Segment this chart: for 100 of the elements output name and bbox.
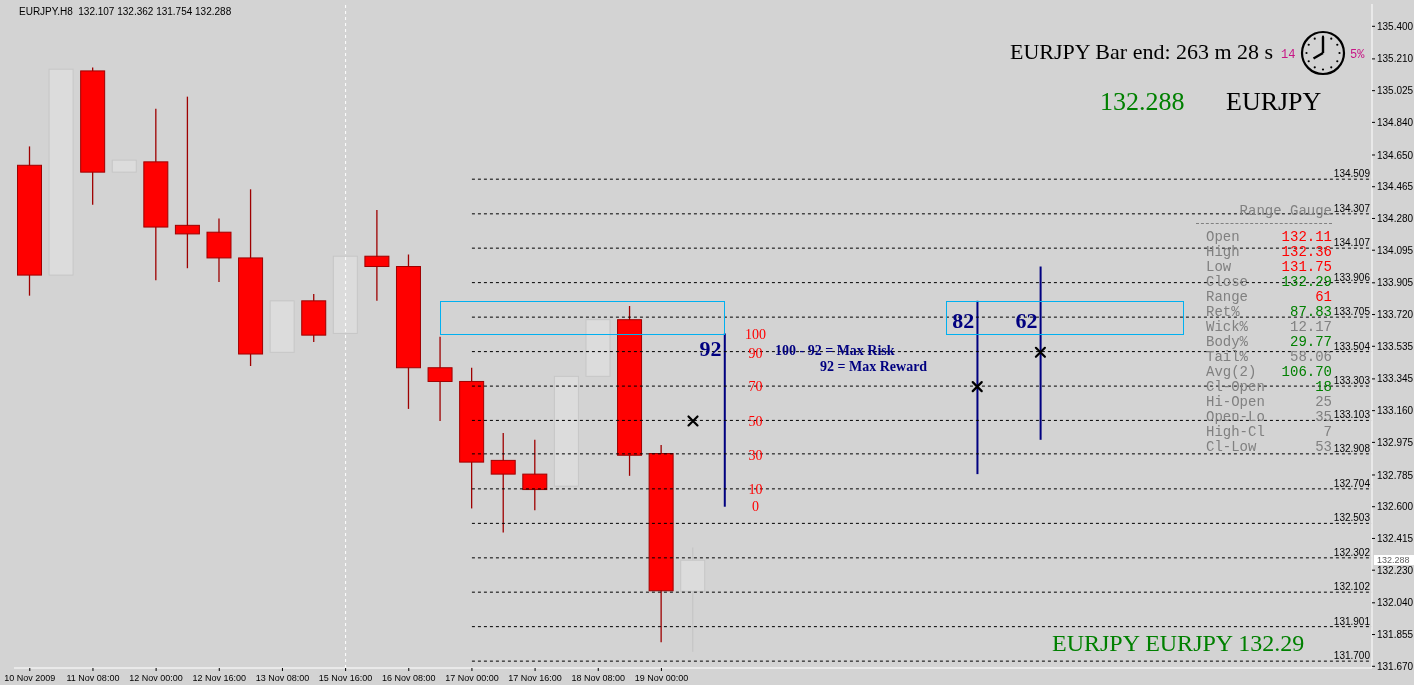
- annotation: 100: [745, 326, 767, 342]
- bar: [723, 333, 726, 507]
- y-tick-label: 135.210: [1377, 53, 1414, 65]
- x-tick-label: 10 Nov 2009: [4, 672, 56, 683]
- category-label: Body%: [1206, 334, 1249, 350]
- bar: [976, 300, 979, 475]
- x-tick-label: 17 Nov 00:00: [445, 672, 499, 683]
- y-tick-label: 132.040: [1377, 597, 1414, 609]
- category-label: Open: [1206, 229, 1240, 245]
- annotation: 92 = Max Reward: [820, 358, 928, 374]
- annotation: 62: [1015, 308, 1038, 333]
- x-tick-label: 19 Nov 00:00: [634, 672, 689, 683]
- annotation: 0: [752, 498, 760, 514]
- text: 131.75: [1281, 259, 1332, 275]
- text: Range Gauge: [1239, 203, 1332, 219]
- point: [687, 415, 699, 427]
- text: 25: [1315, 394, 1332, 410]
- ref-line-label: 132.102: [1333, 581, 1371, 593]
- x-tick-label: 12 Nov 16:00: [192, 672, 247, 683]
- x-tick-label: 13 Nov 08:00: [255, 672, 310, 683]
- y-tick-label: 131.670: [1377, 660, 1414, 672]
- ref-line-label: 133.705: [1333, 306, 1371, 318]
- chart-title: EURJPY.H8 132.107 132.362 131.754 132.288: [19, 6, 232, 17]
- y-tick-label: 133.720: [1377, 309, 1414, 321]
- x-tick-label: 15 Nov 16:00: [318, 672, 373, 683]
- y-tick-label: 132.975: [1377, 436, 1414, 448]
- x-tick-label: 18 Nov 08:00: [571, 672, 626, 683]
- category-label: Cl-Low: [1206, 439, 1257, 455]
- text: 53: [1315, 439, 1332, 455]
- y-tick-label: 133.905: [1377, 277, 1414, 289]
- y-tick-label: 133.535: [1377, 340, 1414, 352]
- text: 132.288: [1377, 555, 1410, 565]
- ref-line-label: 132.503: [1333, 512, 1371, 524]
- ref-line-label: 133.504: [1333, 340, 1371, 352]
- y-tick-label: 135.400: [1377, 20, 1414, 32]
- y-tick-label: 132.230: [1377, 564, 1414, 576]
- point: [1034, 346, 1046, 358]
- text: 132.36: [1281, 244, 1332, 260]
- y-tick-label: 134.650: [1377, 149, 1414, 161]
- x-tick-label: 17 Nov 16:00: [508, 672, 562, 683]
- x-tick-label: 16 Nov 08:00: [381, 672, 436, 683]
- annotation: 92: [699, 336, 722, 361]
- y-tick-label: 134.465: [1377, 181, 1414, 193]
- ref-line-label: 134.509: [1333, 168, 1371, 180]
- ref-line-label: 131.901: [1333, 615, 1371, 627]
- text: 12.17: [1289, 319, 1332, 335]
- annotation: 10: [748, 481, 763, 497]
- category-label: Tail%: [1206, 349, 1249, 365]
- category-label: Wick%: [1206, 319, 1249, 335]
- candlestick: [490, 432, 516, 534]
- category-label: Hi-Open: [1206, 394, 1265, 410]
- y-tick-label: 133.160: [1377, 405, 1414, 417]
- ref-line-label: 133.906: [1333, 271, 1371, 283]
- annotation: 82: [952, 308, 975, 333]
- x-tick-label: 11 Nov 08:00: [66, 672, 120, 683]
- ref-line-label: 133.303: [1333, 375, 1371, 387]
- y-tick-label: 134.840: [1377, 116, 1414, 128]
- x-tick-label: 12 Nov 00:00: [129, 672, 183, 683]
- annotation: 70: [748, 378, 763, 394]
- text: 87.83: [1289, 304, 1332, 320]
- y-tick-label: 132.600: [1377, 501, 1414, 513]
- ref-line-label: 131.700: [1333, 650, 1371, 662]
- y-tick-label: 132.785: [1377, 469, 1414, 481]
- category-label: High: [1206, 244, 1240, 260]
- text: 35: [1315, 409, 1332, 425]
- text: 132.11: [1281, 229, 1332, 245]
- category-label: Low: [1206, 259, 1232, 275]
- category-label: Close: [1206, 274, 1249, 290]
- text: 7: [1323, 424, 1332, 440]
- text: 18: [1315, 379, 1332, 395]
- text: 61: [1315, 289, 1332, 305]
- ref-line-label: 134.107: [1333, 237, 1371, 249]
- annotation: 100 - 92 = Max Risk: [775, 342, 895, 358]
- y-tick-label: 135.025: [1377, 85, 1414, 97]
- y-tick-label: 134.280: [1377, 213, 1414, 225]
- ref-line-label: 133.103: [1333, 409, 1371, 421]
- candlestick: [364, 209, 390, 302]
- point: [971, 381, 983, 393]
- ref-line-label: 134.307: [1333, 202, 1371, 214]
- y-tick-label: 132.415: [1377, 533, 1414, 545]
- ref-line-label: 132.908: [1333, 442, 1371, 454]
- annotation: 50: [748, 413, 763, 429]
- category-label: Avg(2): [1206, 364, 1257, 380]
- category-label: Cl-Open: [1206, 379, 1265, 395]
- candlestick: [427, 336, 453, 422]
- bar: [1039, 266, 1042, 440]
- annotation: EURJPY EURJPY 132.29: [1052, 630, 1305, 656]
- candlestick: [522, 439, 548, 511]
- candlestick: [174, 96, 200, 269]
- annotation: EURJPY Bar end: 263 m 28 s: [1010, 39, 1274, 64]
- category-label: High-Cl: [1206, 424, 1265, 440]
- annotation: 132.288: [1100, 86, 1185, 116]
- category-label: Open-Lo: [1206, 409, 1265, 425]
- annotation: 5%: [1350, 47, 1365, 62]
- y-tick-label: 133.345: [1377, 373, 1414, 385]
- y-tick-label: 131.855: [1377, 629, 1414, 641]
- annotation: 90: [748, 345, 763, 361]
- ref-line-label: 132.704: [1333, 477, 1371, 489]
- category-label: Ret%: [1206, 304, 1240, 320]
- text: 132.29: [1281, 274, 1332, 290]
